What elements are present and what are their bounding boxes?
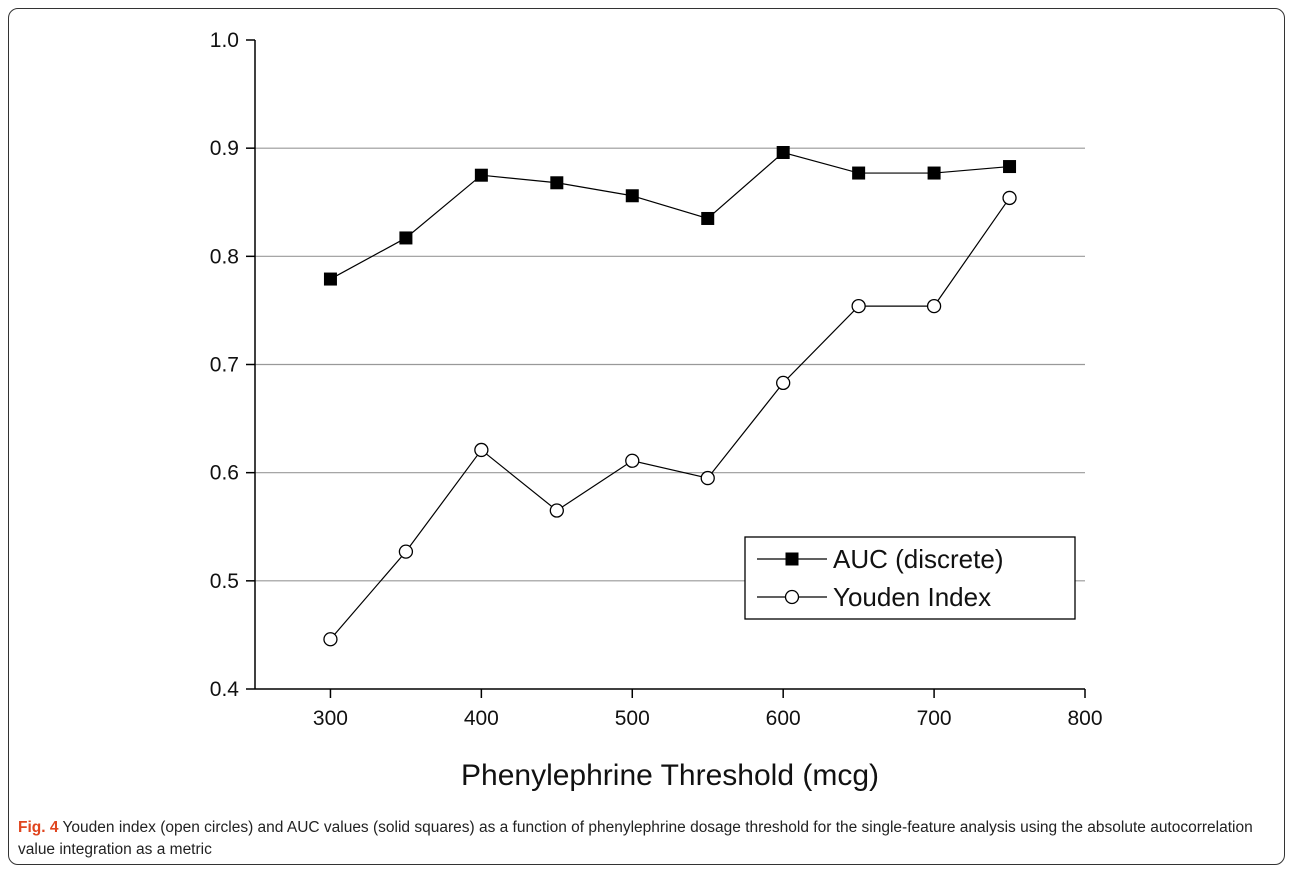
data-point (701, 211, 715, 225)
legend-label: Youden Index (833, 582, 991, 612)
data-point (1002, 190, 1017, 206)
data-point (852, 166, 866, 180)
data-point (625, 189, 639, 203)
data-point (625, 453, 640, 468)
data-point (474, 442, 489, 458)
data-point (474, 168, 488, 182)
y-tick-label: 0.5 (210, 570, 239, 593)
data-point (776, 145, 790, 159)
data-point (927, 166, 941, 180)
x-tick-label: 300 (313, 707, 348, 730)
y-tick-label: 0.9 (210, 137, 239, 160)
y-tick-label: 0.8 (210, 245, 239, 268)
x-tick-label: 500 (615, 707, 650, 730)
data-point (399, 231, 413, 245)
data-point (776, 375, 791, 391)
x-tick-label: 800 (1067, 707, 1102, 730)
caption-label: Fig. 4 (18, 819, 59, 836)
y-tick-label: 0.4 (210, 678, 240, 701)
data-point (926, 298, 942, 314)
caption: Fig. 4 Youden index (open circles) and A… (18, 817, 1278, 861)
legend-marker (785, 552, 799, 566)
caption-text: Youden index (open circles) and AUC valu… (18, 819, 1253, 858)
legend-label: AUC (discrete) (833, 544, 1003, 574)
series-line (329, 197, 1011, 640)
y-tick-label: 0.6 (210, 462, 239, 485)
x-tick-label: 700 (917, 707, 952, 730)
figure-frame (8, 8, 1285, 865)
data-point (398, 544, 414, 559)
data-point (549, 503, 564, 518)
data-point (851, 298, 866, 314)
data-point (550, 176, 564, 190)
data-point (700, 470, 715, 486)
y-tick-label: 1.0 (210, 29, 239, 52)
y-tick-label: 0.7 (210, 354, 239, 377)
chart: Phenylephrine Threshold (mcg) 0.4 0.5 0.6 0… (210, 29, 1103, 792)
data-point (323, 632, 338, 647)
legend-marker (784, 589, 800, 605)
series-line (330, 151, 1010, 280)
x-tick-label: 400 (464, 707, 499, 730)
legend-box (744, 536, 1076, 620)
data-point (1003, 160, 1017, 174)
x-tick-label: 600 (766, 707, 801, 730)
x-axis-label: Phenylephrine Threshold (mcg) (461, 759, 879, 792)
data-point (323, 272, 337, 286)
